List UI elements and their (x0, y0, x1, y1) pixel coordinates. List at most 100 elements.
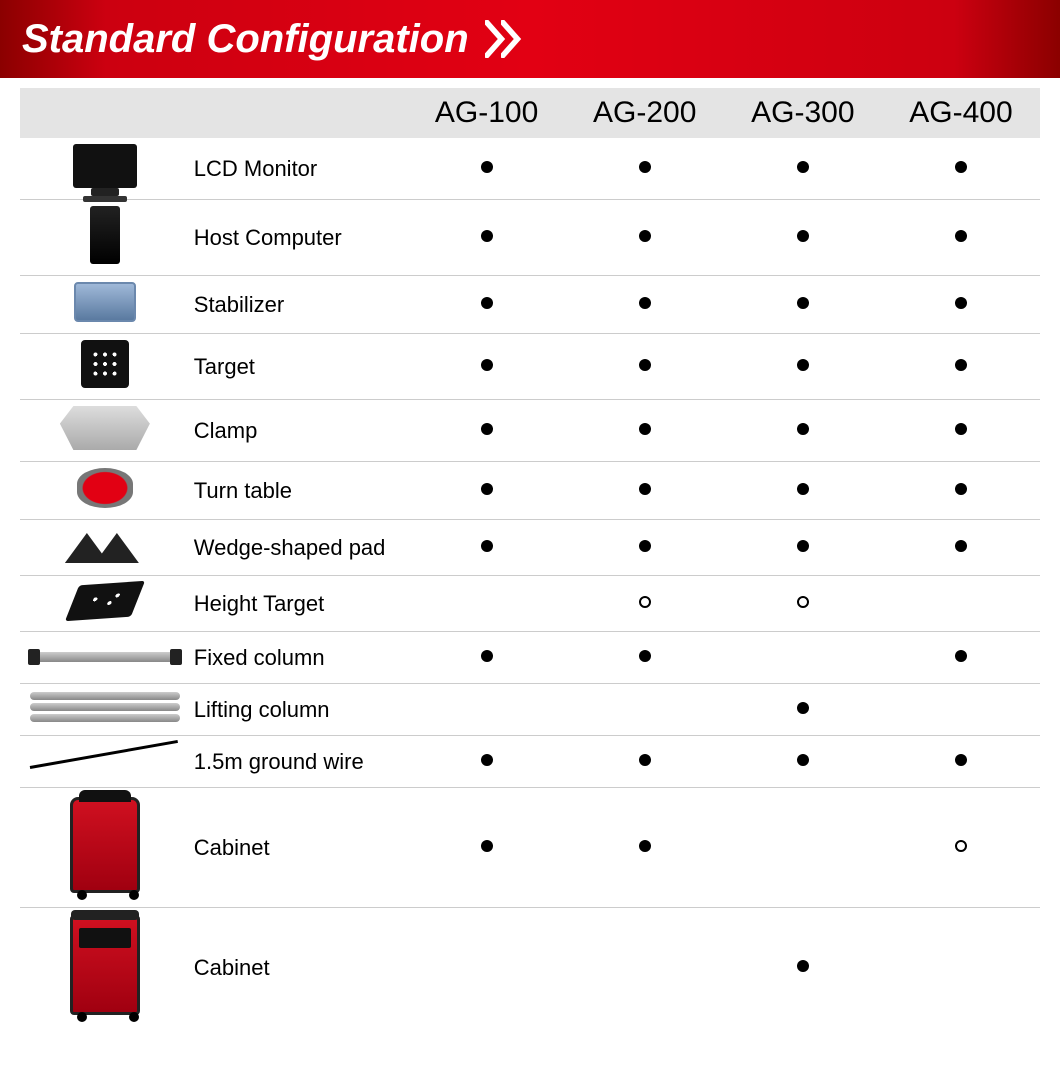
htarget-icon (65, 581, 145, 621)
col-header: AG-300 (724, 88, 882, 138)
mark-cell (566, 576, 724, 632)
mark-cell (724, 334, 882, 400)
chevrons-icon (485, 20, 517, 58)
dot-icon (481, 423, 493, 435)
dot-icon (955, 230, 967, 242)
dot-icon (481, 161, 493, 173)
mark-cell (566, 462, 724, 520)
mark-cell (566, 200, 724, 276)
dot-icon (797, 960, 809, 972)
mark-cell (882, 788, 1040, 908)
banner: Standard Configuration (0, 0, 1060, 78)
mark-cell (882, 632, 1040, 684)
mark-cell (882, 736, 1040, 788)
mark-cell (408, 576, 566, 632)
col-header: AG-200 (566, 88, 724, 138)
mark-cell (724, 576, 882, 632)
mark-cell (566, 400, 724, 462)
product-icon-cell (20, 520, 190, 576)
mark-cell (408, 200, 566, 276)
row-label: Height Target (190, 576, 408, 632)
dot-icon (481, 540, 493, 552)
product-icon-cell (20, 400, 190, 462)
row-label: Turn table (190, 462, 408, 520)
stab-icon (74, 282, 136, 322)
mark-cell (566, 788, 724, 908)
dot-icon (481, 230, 493, 242)
dot-icon (481, 650, 493, 662)
clamp-icon (60, 406, 150, 450)
row-label: Fixed column (190, 632, 408, 684)
mark-cell (882, 276, 1040, 334)
mark-cell (408, 736, 566, 788)
table-row: Fixed column (20, 632, 1040, 684)
dot-icon (639, 359, 651, 371)
mark-cell (408, 276, 566, 334)
dot-icon (797, 540, 809, 552)
product-icon-cell (20, 632, 190, 684)
mark-cell (566, 684, 724, 736)
table-row: Host Computer (20, 200, 1040, 276)
dot-icon (797, 230, 809, 242)
col-header: AG-400 (882, 88, 1040, 138)
mark-cell (882, 138, 1040, 200)
mark-cell (566, 334, 724, 400)
product-icon-cell (20, 576, 190, 632)
mark-cell (724, 400, 882, 462)
mark-cell (724, 684, 882, 736)
mark-cell (566, 520, 724, 576)
mark-cell (408, 400, 566, 462)
dot-icon (481, 359, 493, 371)
row-label: Host Computer (190, 200, 408, 276)
mark-cell (408, 908, 566, 1028)
product-icon-cell (20, 684, 190, 736)
dot-icon (955, 423, 967, 435)
dot-icon (797, 702, 809, 714)
table-row: Lifting column (20, 684, 1040, 736)
product-icon-cell (20, 334, 190, 400)
ring-icon (639, 596, 651, 608)
table-row: Clamp (20, 400, 1040, 462)
dot-icon (639, 754, 651, 766)
mark-cell (724, 736, 882, 788)
product-icon-cell (20, 200, 190, 276)
mark-cell (882, 908, 1040, 1028)
config-table-wrap: AG-100 AG-200 AG-300 AG-400 LCD MonitorH… (0, 78, 1060, 1048)
dot-icon (797, 359, 809, 371)
dot-icon (481, 840, 493, 852)
dot-icon (955, 161, 967, 173)
table-row: LCD Monitor (20, 138, 1040, 200)
dot-icon (639, 161, 651, 173)
table-row: Stabilizer (20, 276, 1040, 334)
mark-cell (566, 736, 724, 788)
dot-icon (955, 540, 967, 552)
mark-cell (408, 788, 566, 908)
mark-cell (882, 684, 1040, 736)
row-label: Wedge-shaped pad (190, 520, 408, 576)
config-table: AG-100 AG-200 AG-300 AG-400 LCD MonitorH… (20, 88, 1040, 1028)
table-row: Height Target (20, 576, 1040, 632)
table-row: Turn table (20, 462, 1040, 520)
dot-icon (639, 297, 651, 309)
dot-icon (481, 754, 493, 766)
monitor-icon (73, 144, 137, 188)
mark-cell (724, 788, 882, 908)
mark-cell (724, 632, 882, 684)
table-header: AG-100 AG-200 AG-300 AG-400 (20, 88, 1040, 138)
table-row: Cabinet (20, 788, 1040, 908)
product-icon-cell (20, 788, 190, 908)
product-icon-cell (20, 276, 190, 334)
dot-icon (955, 359, 967, 371)
table-row: 1.5m ground wire (20, 736, 1040, 788)
target-icon (81, 340, 129, 388)
mark-cell (724, 276, 882, 334)
mark-cell (566, 138, 724, 200)
dot-icon (955, 650, 967, 662)
header-blank (20, 88, 408, 138)
table-row: Wedge-shaped pad (20, 520, 1040, 576)
dot-icon (639, 423, 651, 435)
mark-cell (882, 462, 1040, 520)
mark-cell (882, 200, 1040, 276)
product-icon-cell (20, 138, 190, 200)
dot-icon (797, 423, 809, 435)
